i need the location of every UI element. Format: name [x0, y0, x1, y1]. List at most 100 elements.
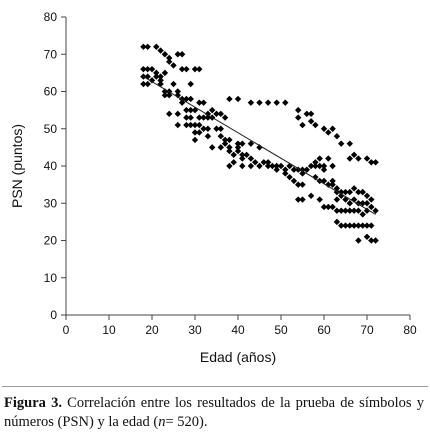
data-point — [187, 106, 194, 114]
data-point — [234, 144, 242, 151]
data-point — [234, 147, 242, 155]
data-point — [295, 196, 302, 203]
data-point — [226, 136, 233, 144]
data-point — [329, 162, 336, 170]
data-point — [342, 222, 349, 229]
data-point — [363, 233, 371, 240]
data-point — [333, 218, 341, 226]
data-point — [333, 196, 341, 203]
data-point — [196, 65, 203, 73]
data-point — [217, 125, 224, 132]
data-point — [355, 188, 362, 196]
data-point — [183, 65, 190, 73]
data-point — [325, 203, 332, 211]
data-point — [273, 99, 280, 106]
data-point — [239, 151, 246, 159]
data-point — [338, 207, 345, 214]
data-point — [290, 166, 298, 173]
data-point — [243, 151, 250, 159]
data-point — [363, 192, 371, 199]
data-point — [346, 188, 353, 196]
data-point — [303, 110, 310, 118]
y-tick-label: 40 — [44, 159, 58, 173]
data-point — [140, 43, 147, 50]
data-point — [226, 144, 233, 151]
data-point — [329, 125, 336, 132]
data-point — [140, 65, 147, 73]
data-point — [166, 54, 173, 62]
data-point — [320, 125, 328, 132]
data-point — [320, 177, 328, 185]
data-point — [316, 196, 323, 203]
data-point — [157, 77, 164, 84]
data-point — [372, 159, 379, 166]
data-point — [290, 177, 298, 185]
data-point — [342, 207, 349, 214]
y-tick-label: 0 — [50, 308, 57, 322]
y-tick-label: 20 — [44, 234, 58, 248]
data-point — [191, 106, 199, 114]
caption-divider — [2, 386, 428, 387]
data-point — [346, 207, 353, 214]
data-point — [196, 114, 203, 121]
y-tick-label: 30 — [44, 196, 58, 210]
y-tick-label: 80 — [44, 10, 58, 24]
data-point — [329, 203, 336, 211]
data-point — [187, 80, 194, 88]
data-point — [247, 99, 255, 106]
data-point — [264, 159, 272, 166]
data-point — [196, 99, 203, 106]
data-point — [260, 159, 267, 166]
y-tick-label: 50 — [44, 122, 58, 136]
data-point — [363, 207, 371, 214]
data-point — [269, 162, 276, 170]
data-point — [217, 110, 224, 118]
data-point — [355, 222, 362, 229]
data-point — [295, 114, 302, 121]
data-point — [264, 162, 272, 170]
data-point — [191, 136, 199, 144]
data-point — [209, 106, 216, 114]
data-point — [282, 166, 289, 173]
data-point — [350, 222, 358, 229]
data-point — [312, 173, 319, 181]
data-point — [183, 121, 190, 129]
data-point — [355, 155, 362, 162]
caption-n-symbol: n — [158, 414, 166, 430]
x-tick-label: 60 — [317, 323, 331, 337]
data-point — [325, 155, 332, 162]
data-point — [187, 114, 194, 121]
data-point — [191, 129, 199, 136]
data-point — [359, 188, 366, 196]
data-point — [183, 114, 190, 121]
data-point — [273, 166, 280, 173]
data-point — [320, 162, 328, 170]
data-point — [209, 144, 216, 151]
data-point — [256, 99, 263, 106]
caption-text-end: = 520). — [165, 414, 208, 430]
data-point — [329, 177, 336, 185]
data-point — [282, 170, 289, 177]
caption-text: Correlación entre los resultados de la p… — [4, 395, 425, 430]
data-point — [355, 207, 362, 214]
data-point — [230, 159, 237, 166]
data-point — [295, 166, 302, 173]
caption-label: Figura 3. — [4, 395, 62, 411]
data-point — [187, 95, 194, 103]
data-point — [307, 192, 315, 199]
data-point — [230, 151, 237, 159]
data-point — [204, 110, 212, 118]
data-point — [368, 222, 375, 229]
data-point — [264, 99, 272, 106]
data-point — [161, 51, 169, 58]
data-point — [221, 140, 229, 147]
data-point — [183, 106, 190, 114]
data-point — [174, 110, 181, 118]
data-point — [157, 73, 164, 80]
data-point — [368, 237, 375, 244]
data-point — [247, 140, 255, 147]
data-point — [247, 162, 255, 170]
figure-caption: Figura 3. Correlación entre los resultad… — [4, 394, 424, 432]
x-axis-title: Edad (años) — [200, 349, 276, 365]
data-point — [196, 121, 203, 129]
